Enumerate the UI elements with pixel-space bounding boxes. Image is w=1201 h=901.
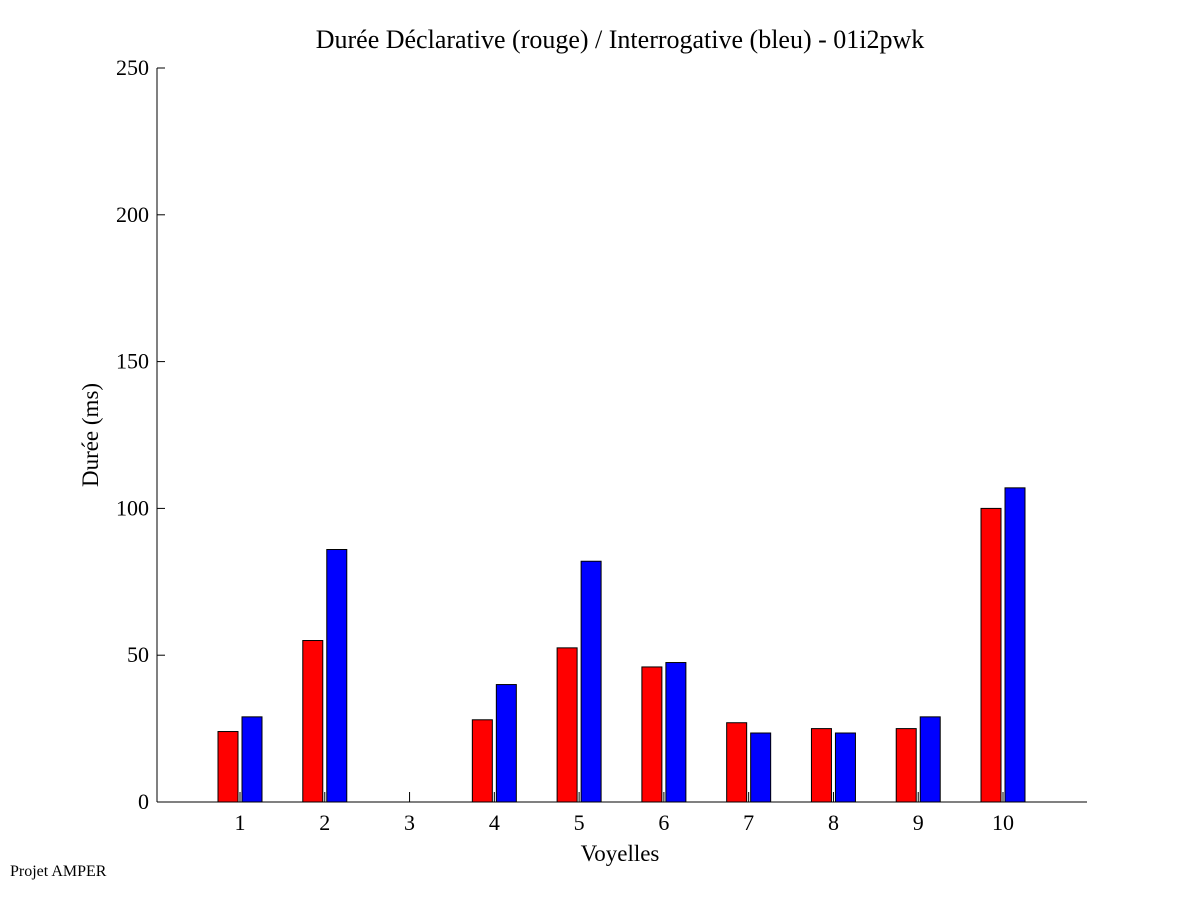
x-tick-label: 8 bbox=[828, 810, 839, 835]
y-tick-label: 150 bbox=[116, 349, 149, 374]
x-tick-label: 6 bbox=[658, 810, 669, 835]
bar-declarative-5 bbox=[556, 647, 578, 803]
bar-interrogative-5 bbox=[580, 560, 602, 803]
bar-interrogative-8 bbox=[834, 732, 856, 803]
y-tick-label: 50 bbox=[127, 642, 149, 667]
bar-interrogative-9 bbox=[919, 716, 941, 803]
y-tick-label: 250 bbox=[116, 55, 149, 80]
y-tick-label: 200 bbox=[116, 202, 149, 227]
bar-declarative-10 bbox=[980, 507, 1002, 803]
x-tick-label: 9 bbox=[913, 810, 924, 835]
bar-interrogative-6 bbox=[665, 662, 687, 803]
x-tick-label: 10 bbox=[992, 810, 1014, 835]
bar-declarative-4 bbox=[471, 719, 493, 803]
chart-title: Durée Déclarative (rouge) / Interrogativ… bbox=[316, 25, 925, 54]
bar-interrogative-10 bbox=[1004, 487, 1026, 803]
x-tick-label: 3 bbox=[404, 810, 415, 835]
plot-area: 0 50 100 150 200 250 1 2 3 4 5 6 7 8 9 10 bbox=[116, 55, 1087, 835]
x-tick-label: 1 bbox=[235, 810, 246, 835]
bar-declarative-8 bbox=[810, 728, 832, 803]
bar-declarative-1 bbox=[217, 731, 239, 803]
bar-interrogative-1 bbox=[241, 716, 263, 803]
bar-declarative-7 bbox=[726, 722, 748, 803]
y-axis-label: Durée (ms) bbox=[78, 383, 103, 487]
x-tick-label: 5 bbox=[574, 810, 585, 835]
bar-interrogative-2 bbox=[326, 549, 348, 803]
bar-declarative-2 bbox=[302, 640, 324, 803]
bar-interrogative-7 bbox=[750, 732, 772, 803]
x-tick-label: 2 bbox=[319, 810, 330, 835]
bar-declarative-9 bbox=[895, 728, 917, 803]
bar-declarative-6 bbox=[641, 666, 663, 803]
x-tick-label: 7 bbox=[743, 810, 754, 835]
y-tick-label: 100 bbox=[116, 495, 149, 520]
y-tick-label: 0 bbox=[138, 789, 149, 814]
x-tick-label: 4 bbox=[489, 810, 500, 835]
bar-interrogative-4 bbox=[495, 684, 517, 803]
x-axis-label: Voyelles bbox=[581, 841, 660, 866]
footer-note: Projet AMPER bbox=[10, 863, 107, 880]
